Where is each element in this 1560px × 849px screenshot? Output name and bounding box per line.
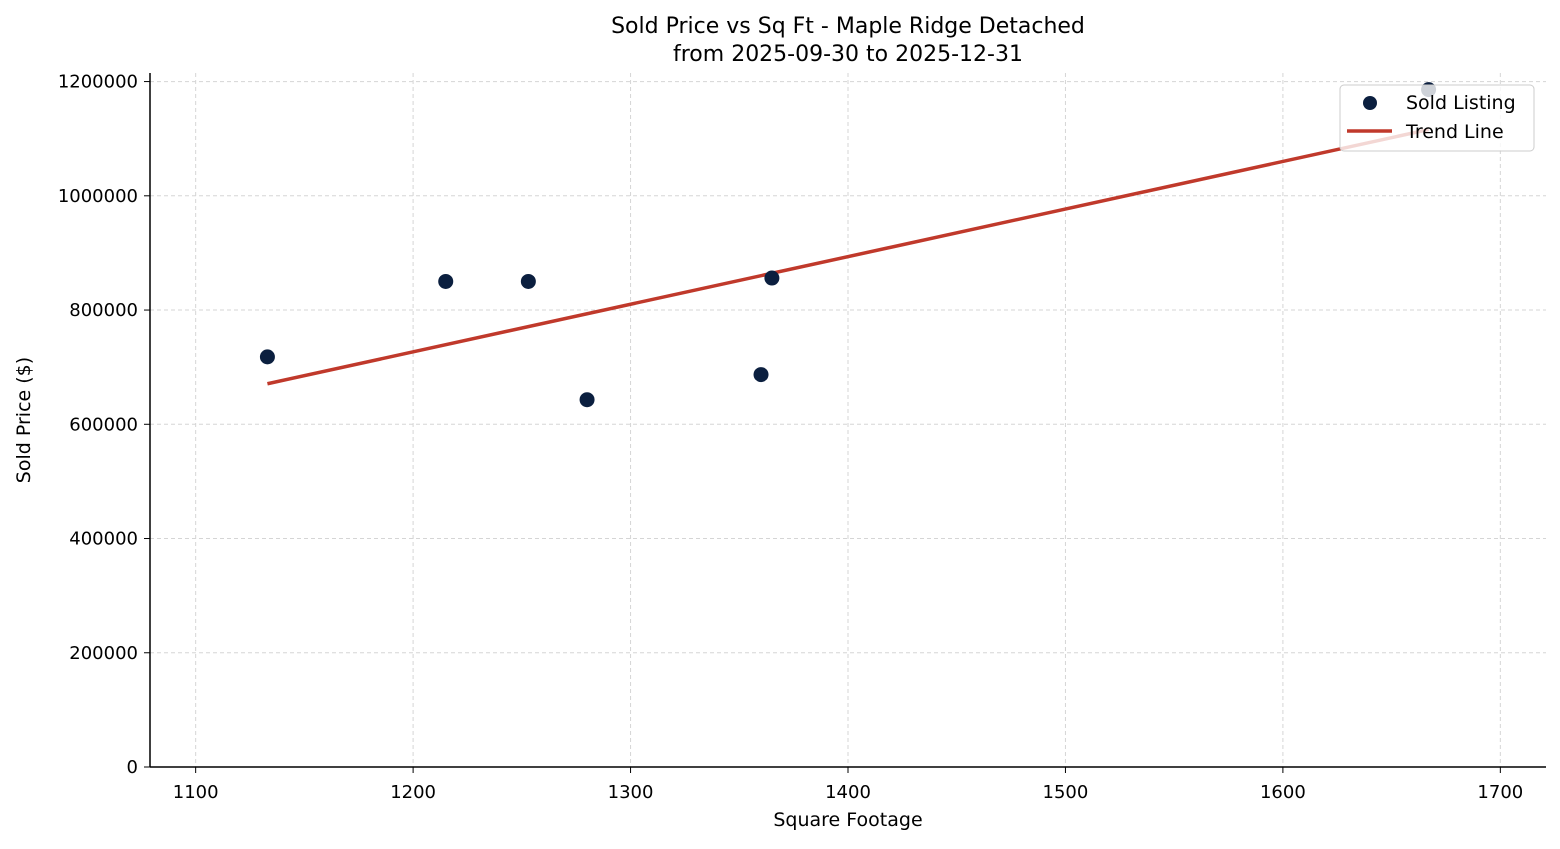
x-axis-label: Square Footage bbox=[773, 809, 922, 831]
data-point bbox=[764, 270, 780, 286]
x-tick-label: 1700 bbox=[1477, 782, 1523, 803]
x-tick-label: 1100 bbox=[173, 782, 219, 803]
trend-line bbox=[267, 127, 1429, 386]
marks bbox=[259, 82, 1437, 408]
chart-subtitle: from 2025-09-30 to 2025-12-31 bbox=[673, 42, 1023, 67]
x-tick-label: 1200 bbox=[390, 782, 436, 803]
y-tick-label: 0 bbox=[127, 757, 138, 778]
x-tick-label: 1400 bbox=[825, 782, 871, 803]
y-tick-label: 1000000 bbox=[58, 186, 138, 207]
data-point bbox=[753, 367, 769, 383]
x-tick-label: 1600 bbox=[1260, 782, 1306, 803]
ticks: 1100 1200 1300 1400 1500 1600 1700 0 200000 40000… bbox=[58, 72, 1523, 803]
legend-box bbox=[1339, 84, 1535, 152]
legend-marker-sold-listing bbox=[1363, 96, 1377, 110]
data-point bbox=[438, 273, 454, 289]
grid bbox=[150, 73, 1546, 768]
y-tick-label: 800000 bbox=[69, 300, 138, 321]
data-point bbox=[520, 273, 536, 289]
x-tick-label: 1500 bbox=[1043, 782, 1089, 803]
y-tick-label: 200000 bbox=[69, 643, 138, 664]
chart-title: Sold Price vs Sq Ft - Maple Ridge Detach… bbox=[611, 14, 1085, 39]
x-tick-label: 1300 bbox=[608, 782, 654, 803]
data-point bbox=[259, 349, 275, 365]
legend: Sold Listing Trend Line bbox=[1339, 84, 1535, 152]
data-point bbox=[579, 392, 595, 408]
legend-label-trend-line: Trend Line bbox=[1405, 121, 1504, 143]
y-tick-label: 1200000 bbox=[58, 72, 138, 93]
y-axis-label: Sold Price ($) bbox=[13, 357, 35, 483]
y-tick-label: 600000 bbox=[69, 414, 138, 435]
y-tick-label: 400000 bbox=[69, 529, 138, 550]
legend-label-sold-listing: Sold Listing bbox=[1406, 92, 1516, 114]
